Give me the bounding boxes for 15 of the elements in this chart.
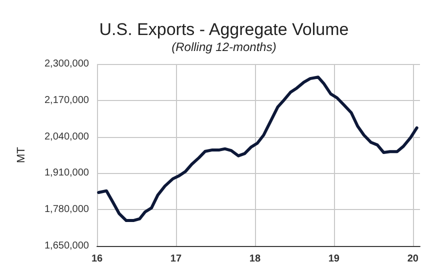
y-tick-label: 1,650,000 [44,240,90,252]
chart-subtitle: (Rolling 12-months) [172,40,276,54]
y-axis-title: MT [16,146,28,163]
x-tick-label: 19 [328,254,340,264]
x-tick-label: 16 [91,254,103,264]
y-tick-label: 2,170,000 [44,94,90,106]
y-tick-label: 1,780,000 [44,204,90,216]
x-tick-label: 20 [407,254,419,264]
x-tick-label: 18 [249,254,261,264]
y-tick-label: 2,040,000 [44,131,90,142]
x-tick-label: 17 [170,254,182,264]
chart-title: U.S. Exports - Aggregate Volume [99,20,349,39]
line-series [97,76,418,222]
y-tick-label: 1,910,000 [44,168,90,179]
y-tick-label: 2,300,000 [44,58,90,70]
